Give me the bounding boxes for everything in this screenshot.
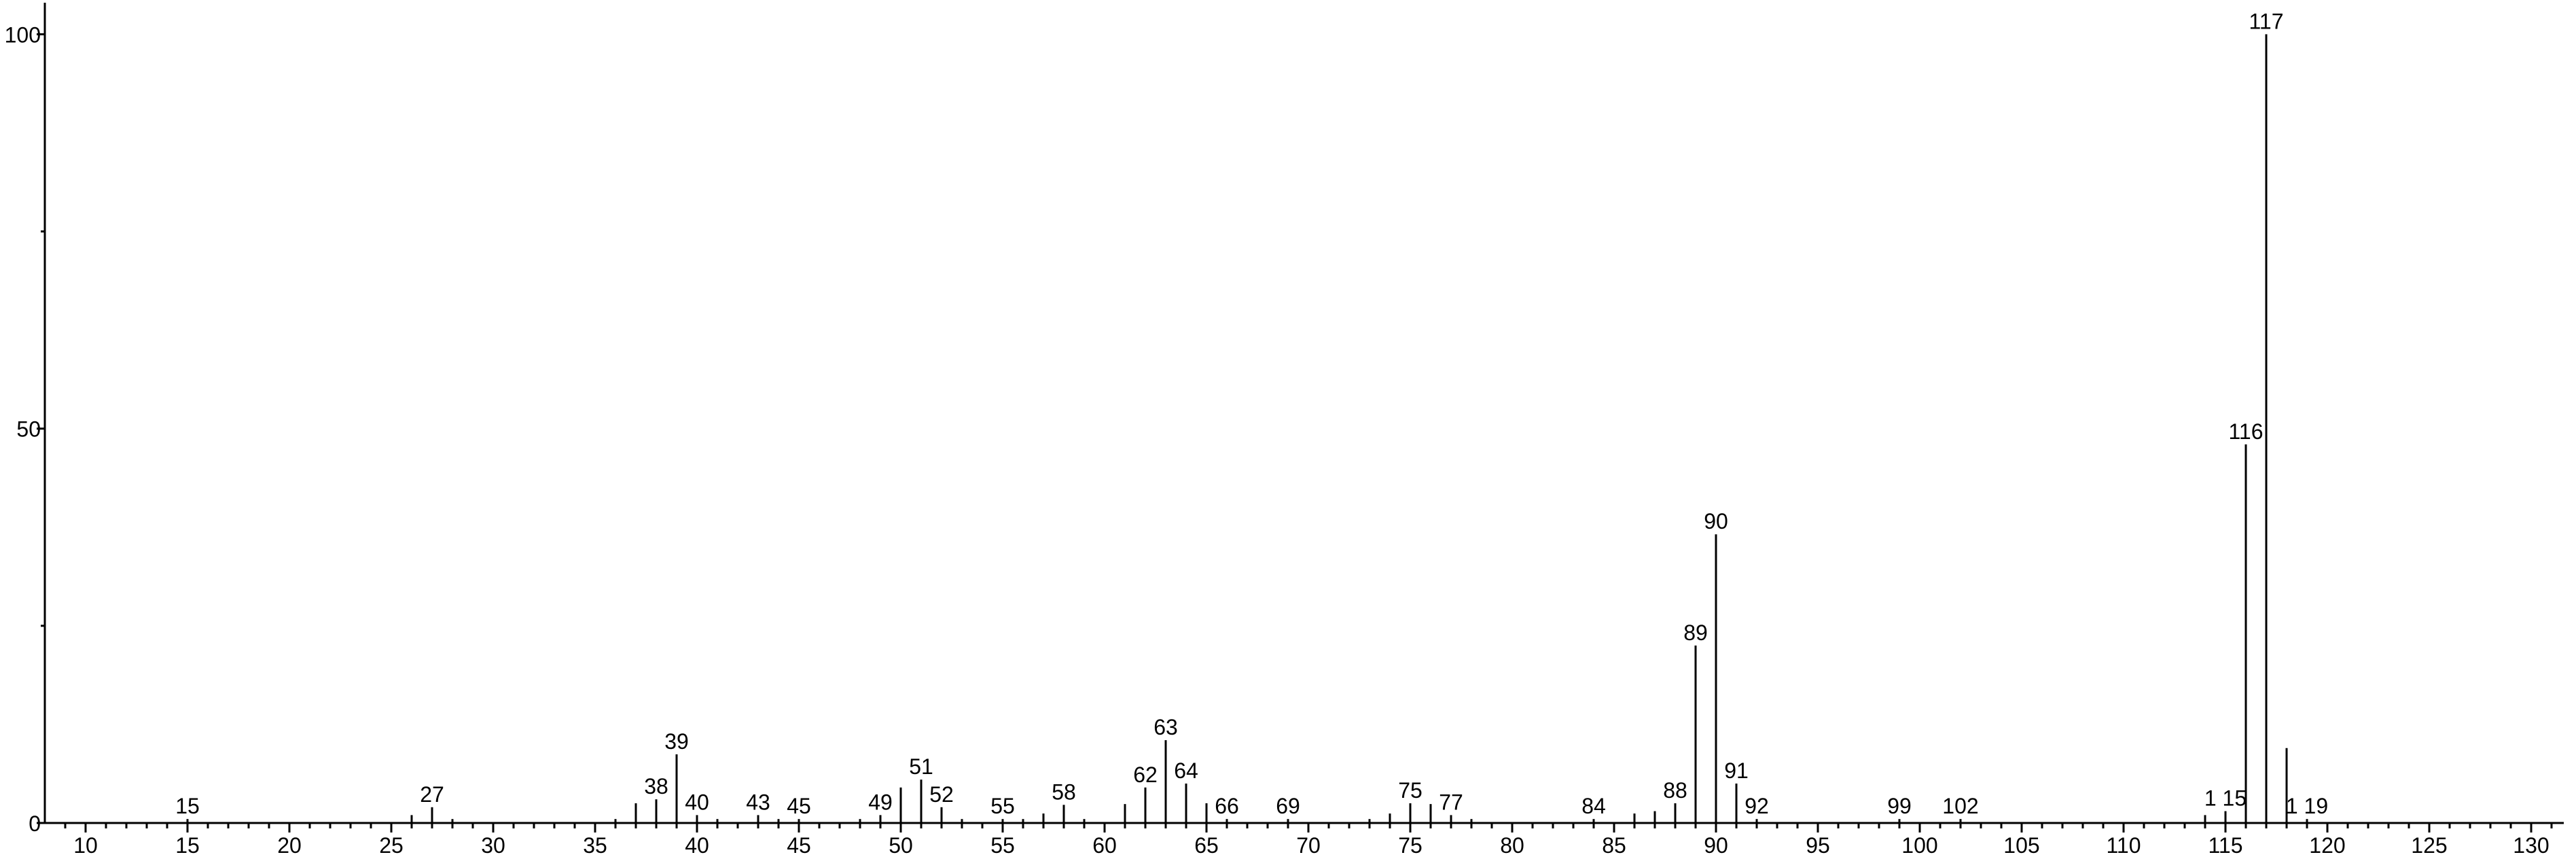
peak-label: 89 (1683, 620, 1708, 645)
peak-label: 117 (2249, 9, 2283, 33)
x-tick-label: 75 (1398, 833, 1423, 858)
x-tick-label: 40 (685, 833, 709, 858)
x-tick-label: 80 (1500, 833, 1524, 858)
x-tick-label: 85 (1602, 833, 1626, 858)
peak-label: 39 (664, 729, 689, 754)
x-tick-label: 25 (379, 833, 404, 858)
peak-label: 40 (685, 790, 709, 814)
peak-label: 52 (929, 782, 954, 807)
x-tick-label: 60 (1092, 833, 1117, 858)
peak-label: 51 (909, 754, 933, 779)
y-tick-label: 100 (5, 22, 41, 47)
x-tick-label: 115 (2208, 833, 2242, 858)
peak-label: 84 (1581, 794, 1606, 818)
peak-label: 66 (1215, 794, 1239, 818)
peak-label: 63 (1153, 715, 1178, 739)
peak-label: 90 (1704, 509, 1728, 533)
peak-label: 77 (1439, 790, 1463, 814)
x-tick-label: 95 (1806, 833, 1830, 858)
x-tick-label: 20 (277, 833, 302, 858)
peak-label: 91 (1724, 758, 1749, 783)
peak-label: 45 (787, 794, 811, 818)
x-tick-label: 10 (73, 833, 98, 858)
y-tick-label: 0 (29, 811, 41, 836)
peak-label: 1 19 (2286, 794, 2328, 818)
peak-label: 49 (868, 790, 893, 814)
peak-label: 69 (1276, 794, 1300, 818)
peak-label: 99 (1887, 794, 1912, 818)
peak-label: 15 (175, 794, 200, 818)
peak-label: 58 (1052, 779, 1076, 804)
x-tick-label: 125 (2411, 833, 2447, 858)
x-tick-label: 15 (175, 833, 200, 858)
x-tick-label: 120 (2309, 833, 2345, 858)
x-tick-label: 100 (1901, 833, 1937, 858)
x-tick-label: 70 (1296, 833, 1321, 858)
x-tick-label: 55 (990, 833, 1015, 858)
peak-label: 116 (2228, 419, 2263, 444)
peak-label: 43 (746, 790, 770, 814)
peak-label: 92 (1745, 794, 1769, 818)
x-tick-label: 65 (1194, 833, 1219, 858)
x-tick-label: 30 (481, 833, 505, 858)
peak-label: 55 (990, 794, 1015, 818)
y-tick-label: 50 (16, 417, 41, 442)
peak-label: 1 15 (2204, 786, 2247, 811)
x-tick-label: 105 (2003, 833, 2039, 858)
x-tick-label: 50 (889, 833, 913, 858)
peak-label: 88 (1663, 778, 1687, 803)
peak-label: 64 (1174, 758, 1198, 783)
peak-label: 62 (1133, 762, 1158, 787)
peak-label: 38 (644, 774, 668, 799)
x-tick-label: 90 (1704, 833, 1728, 858)
peak-label: 102 (1942, 794, 1978, 818)
x-tick-label: 110 (2106, 833, 2141, 858)
peak-label: 27 (420, 782, 444, 807)
x-tick-label: 35 (583, 833, 607, 858)
x-tick-label: 45 (787, 833, 811, 858)
x-tick-label: 130 (2513, 833, 2549, 858)
peak-label: 75 (1398, 778, 1423, 803)
